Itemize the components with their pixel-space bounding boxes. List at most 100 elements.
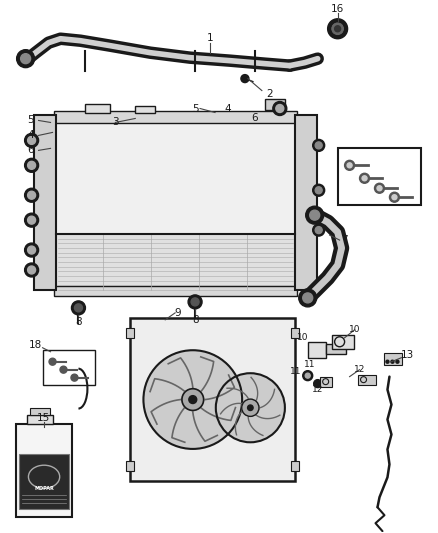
- Text: 6: 6: [27, 146, 34, 155]
- Text: 11: 11: [304, 360, 315, 369]
- Circle shape: [242, 399, 259, 416]
- Bar: [338, 148, 421, 205]
- Bar: [308, 342, 326, 358]
- Bar: [126, 328, 134, 338]
- Circle shape: [25, 188, 39, 202]
- Circle shape: [391, 360, 394, 363]
- Circle shape: [25, 263, 39, 277]
- Bar: [291, 328, 299, 338]
- Circle shape: [360, 173, 370, 183]
- Circle shape: [188, 295, 202, 309]
- Bar: [135, 106, 155, 114]
- Circle shape: [315, 227, 322, 233]
- Circle shape: [313, 224, 325, 236]
- Text: 2: 2: [267, 88, 273, 99]
- Text: 4: 4: [225, 103, 231, 114]
- Circle shape: [189, 395, 197, 403]
- Text: 6: 6: [251, 114, 258, 124]
- Text: 15: 15: [37, 413, 50, 423]
- Circle shape: [71, 301, 85, 315]
- Circle shape: [335, 26, 341, 32]
- Text: 10: 10: [297, 333, 308, 342]
- Circle shape: [386, 360, 389, 363]
- Text: 12: 12: [354, 365, 365, 374]
- Bar: [53, 111, 297, 124]
- Bar: [34, 116, 56, 290]
- Circle shape: [273, 101, 287, 116]
- Circle shape: [71, 374, 78, 381]
- Circle shape: [313, 140, 325, 151]
- Text: MOPAR: MOPAR: [34, 486, 54, 491]
- Bar: [326, 344, 346, 354]
- Circle shape: [303, 293, 313, 303]
- Circle shape: [347, 163, 352, 168]
- Circle shape: [315, 187, 322, 193]
- Circle shape: [74, 304, 82, 312]
- Circle shape: [276, 104, 284, 112]
- Circle shape: [332, 23, 343, 35]
- Bar: [130, 318, 295, 481]
- Bar: [320, 377, 332, 386]
- Text: 13: 13: [401, 350, 414, 360]
- Bar: [30, 408, 49, 415]
- Text: 4: 4: [27, 131, 34, 140]
- Circle shape: [392, 195, 397, 200]
- Circle shape: [216, 373, 285, 442]
- Circle shape: [305, 373, 310, 378]
- Circle shape: [247, 405, 253, 410]
- Bar: [291, 462, 299, 471]
- Circle shape: [25, 158, 39, 172]
- Text: 18: 18: [29, 340, 42, 350]
- Circle shape: [17, 50, 35, 68]
- Circle shape: [377, 186, 382, 191]
- Bar: [357, 375, 375, 385]
- Circle shape: [191, 298, 199, 306]
- Circle shape: [345, 160, 355, 171]
- Text: 3: 3: [112, 117, 119, 127]
- Circle shape: [362, 176, 367, 181]
- Text: 10: 10: [349, 325, 360, 334]
- Bar: [27, 415, 53, 424]
- Bar: [85, 103, 110, 114]
- Circle shape: [28, 216, 35, 224]
- Circle shape: [313, 184, 325, 196]
- Circle shape: [182, 389, 204, 410]
- Bar: [295, 116, 317, 290]
- Circle shape: [28, 136, 35, 144]
- Bar: [385, 353, 403, 365]
- Circle shape: [28, 161, 35, 169]
- Bar: [56, 234, 295, 290]
- Circle shape: [25, 133, 39, 148]
- Bar: [265, 99, 285, 110]
- Text: 8: 8: [75, 317, 82, 327]
- Circle shape: [303, 370, 313, 381]
- Circle shape: [25, 243, 39, 257]
- Text: 5: 5: [27, 116, 34, 125]
- Circle shape: [25, 213, 39, 227]
- Circle shape: [60, 366, 67, 373]
- Circle shape: [374, 183, 385, 193]
- Circle shape: [28, 266, 35, 274]
- Circle shape: [299, 289, 317, 307]
- Bar: [53, 286, 297, 296]
- Text: 7: 7: [341, 235, 348, 245]
- Text: 5: 5: [192, 103, 198, 114]
- Bar: [56, 116, 295, 290]
- Text: 9: 9: [175, 308, 181, 318]
- Circle shape: [306, 206, 324, 224]
- Circle shape: [49, 358, 56, 365]
- Circle shape: [28, 191, 35, 199]
- Bar: [126, 462, 134, 471]
- Circle shape: [389, 192, 399, 202]
- Circle shape: [315, 142, 322, 149]
- Circle shape: [328, 19, 348, 39]
- Circle shape: [314, 379, 321, 387]
- Circle shape: [143, 350, 242, 449]
- Bar: [332, 335, 353, 349]
- Bar: [42, 350, 95, 385]
- Bar: [19, 454, 70, 509]
- Circle shape: [396, 360, 399, 363]
- Text: 12: 12: [312, 385, 323, 394]
- Circle shape: [28, 246, 35, 254]
- Circle shape: [310, 210, 320, 220]
